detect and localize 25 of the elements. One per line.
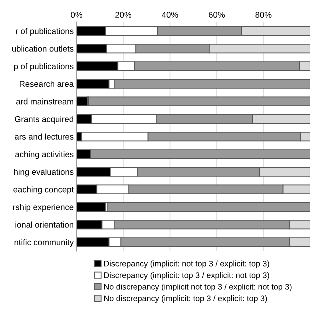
legend-label: Discrepancy (implicit: top 3 / explicit: not top 3) [104, 272, 270, 280]
x-tick-label: 40% [162, 12, 178, 18]
x-tick-label: 20% [116, 12, 132, 18]
y-tick-label: p of publications [14, 63, 74, 72]
legend-label: No discrepancy (implicit: top 3 / explicit: top 3) [104, 296, 268, 304]
y-tick-label: hing evaluations [14, 168, 74, 177]
y-tick-label: ntific community [14, 239, 74, 248]
y-tick-label: Research area [20, 80, 74, 88]
x-tick-label: 60% [209, 12, 226, 18]
y-tick-label: ard mainstream [16, 98, 74, 105]
y-tick-label: ars and lectures [15, 134, 74, 140]
legend-label: No discrepancy (implicit not top 3 / explicit: not top 3) [104, 284, 292, 292]
x-tick-label: 80% [256, 12, 272, 18]
y-tick-label: rship experience [13, 204, 74, 212]
legend-label: Discrepancy (implicit: not top 3 / explicit: top 3) [104, 260, 270, 268]
y-tick-label: r of publications [16, 28, 74, 36]
x-tick-label: 0% [71, 12, 83, 18]
y-tick-label: aching activities [16, 151, 74, 160]
bar [106, 202, 310, 212]
y-tick-label: ional orientation [16, 222, 74, 228]
bar [76, 202, 106, 212]
bar [76, 79, 110, 89]
y-tick-label: Grants acquired [15, 116, 74, 124]
y-tick-label: ublication outlets [12, 46, 74, 52]
y-tick-label: eaching concept [14, 186, 74, 194]
